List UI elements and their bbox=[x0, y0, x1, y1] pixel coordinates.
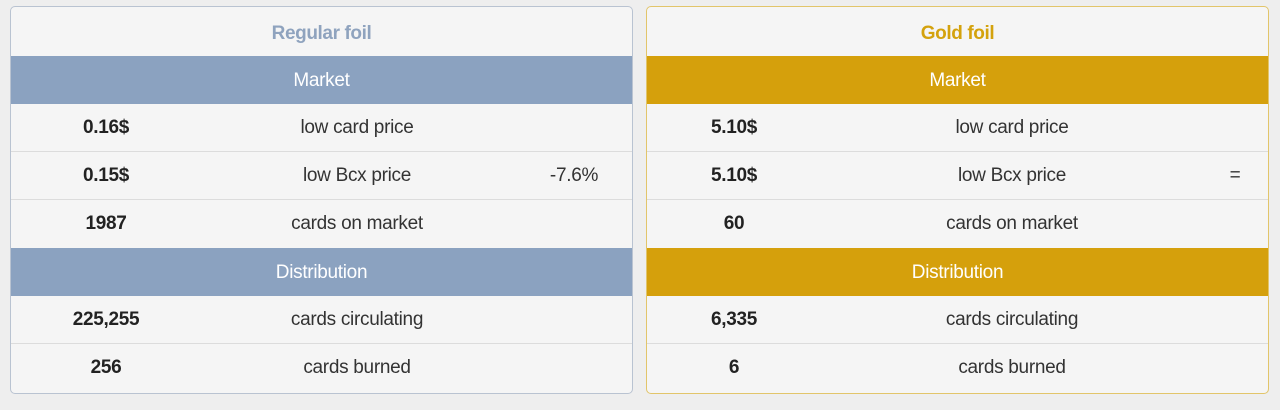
row-value: 6,335 bbox=[710, 309, 758, 330]
row-value: 225,255 bbox=[72, 309, 140, 330]
row-value: 60 bbox=[723, 213, 745, 234]
row-label: low card price bbox=[955, 117, 1069, 138]
distribution-header: Distribution bbox=[647, 248, 1268, 296]
table-row: 5.10$ low Bcx price = bbox=[647, 152, 1268, 200]
table-row: 6,335 cards circulating bbox=[647, 296, 1268, 344]
row-label: cards burned bbox=[958, 357, 1066, 378]
table-row: 6 cards burned bbox=[647, 344, 1268, 392]
row-label: low card price bbox=[300, 117, 414, 138]
market-header: Market bbox=[647, 56, 1268, 104]
row-label: low Bcx price bbox=[302, 165, 412, 186]
table-row: 256 cards burned bbox=[11, 344, 632, 392]
table-row: 5.10$ low card price bbox=[647, 104, 1268, 152]
regular-foil-panel: Regular foil Market 0.16$ low card price… bbox=[10, 6, 633, 394]
table-row: 60 cards on market bbox=[647, 200, 1268, 248]
row-value: 5.10$ bbox=[710, 165, 758, 186]
row-change: = bbox=[1229, 165, 1241, 186]
row-value: 0.15$ bbox=[82, 165, 130, 186]
panel-title: Gold foil bbox=[920, 23, 995, 44]
row-value: 1987 bbox=[85, 213, 127, 234]
table-row: 0.16$ low card price bbox=[11, 104, 632, 152]
gold-foil-panel: Gold foil Market 5.10$ low card price 5.… bbox=[646, 6, 1269, 394]
row-value: 5.10$ bbox=[710, 117, 758, 138]
table-row: 0.15$ low Bcx price -7.6% bbox=[11, 152, 632, 200]
distribution-header: Distribution bbox=[11, 248, 632, 296]
row-label: low Bcx price bbox=[957, 165, 1067, 186]
row-change: -7.6% bbox=[549, 165, 599, 186]
row-value: 6 bbox=[728, 357, 740, 378]
table-row: 225,255 cards circulating bbox=[11, 296, 632, 344]
market-header: Market bbox=[11, 56, 632, 104]
row-value: 0.16$ bbox=[82, 117, 130, 138]
row-label: cards burned bbox=[303, 357, 411, 378]
row-label: cards on market bbox=[946, 213, 1078, 234]
row-label: cards circulating bbox=[945, 309, 1079, 330]
table-row: 1987 cards on market bbox=[11, 200, 632, 248]
row-label: cards on market bbox=[291, 213, 423, 234]
panel-title: Regular foil bbox=[271, 23, 372, 44]
row-label: cards circulating bbox=[290, 309, 424, 330]
row-value: 256 bbox=[90, 357, 122, 378]
